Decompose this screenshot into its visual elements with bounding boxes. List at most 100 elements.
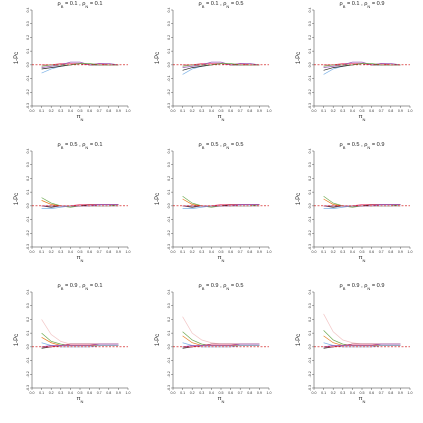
y-tick-label: -0.1 [26, 357, 30, 363]
x-tick-label: 0.3 [199, 391, 204, 395]
y-tick-label: 0.3 [26, 21, 30, 26]
y-tick-label: 0.2 [26, 176, 30, 181]
x-tick-label: 0.7 [97, 391, 102, 395]
y-tick-label: -0.3 [308, 385, 312, 391]
y-tick-label: 0.3 [308, 162, 312, 167]
x-tick-label: 0.2 [49, 250, 54, 254]
x-tick-label: 0.9 [398, 250, 403, 254]
x-axis-label: πN [218, 396, 225, 404]
y-tick-label: 0.0 [26, 203, 30, 208]
x-tick-label: 0.5 [219, 250, 224, 254]
x-tick-label: 0.3 [340, 250, 345, 254]
x-tick-label: 0.1 [321, 391, 326, 395]
y-tick-label: 0.1 [167, 49, 171, 54]
series-line [41, 61, 119, 68]
x-axis-label: πN [77, 114, 84, 122]
series-line [182, 61, 260, 68]
x-tick-label: 0.4 [68, 250, 73, 254]
y-tick-label: -0.3 [308, 244, 312, 250]
y-tick-label: 0.0 [167, 344, 171, 349]
panel: ρB = 0.1 , ρN = 0.1 -0.3 -0.2 -0.1 0.0 0.1 0.2… [14, 1, 131, 122]
x-tick-label: 0.9 [116, 109, 121, 113]
y-tick-label: -0.1 [26, 75, 30, 81]
x-tick-label: 0.4 [350, 109, 355, 113]
y-tick-label: -0.2 [308, 230, 312, 236]
y-tick-label: -0.3 [26, 385, 30, 391]
y-tick-label: 0.2 [308, 317, 312, 322]
y-tick-label: 0.0 [26, 344, 30, 349]
y-tick-label: 0.0 [308, 344, 312, 349]
x-axis-label: πN [218, 114, 225, 122]
x-tick-label: 0.3 [199, 109, 204, 113]
y-tick-label: -0.3 [26, 244, 30, 250]
x-axis-label: πN [77, 396, 84, 404]
x-tick-label: 0.3 [340, 109, 345, 113]
panel-title: ρB = 0.5 , ρN = 0.9 [340, 142, 385, 150]
x-tick-label: 0.6 [87, 391, 92, 395]
y-tick-label: -0.3 [167, 244, 171, 250]
x-tick-label: 0.5 [360, 109, 365, 113]
y-tick-label: 0.3 [26, 303, 30, 308]
series-line [323, 61, 401, 68]
x-axis-label: πN [77, 255, 84, 263]
y-tick-label: 0.3 [167, 21, 171, 26]
y-tick-label: 0.2 [167, 176, 171, 181]
panel: ρB = 0.5 , ρN = 0.1 -0.3 -0.2 -0.1 0.0 0.1 0.2… [14, 142, 131, 263]
y-axis-label: 1-Pc [14, 334, 20, 346]
y-tick-label: 0.1 [26, 49, 30, 54]
y-tick-label: -0.2 [167, 230, 171, 236]
y-axis-label: 1-Pc [296, 52, 302, 64]
y-axis-label: 1-Pc [155, 193, 161, 205]
y-tick-label: 0.1 [26, 331, 30, 336]
series-line [182, 343, 260, 348]
y-tick-label: 0.2 [308, 176, 312, 181]
x-tick-label: 0.2 [331, 391, 336, 395]
y-tick-label: -0.2 [26, 230, 30, 236]
x-tick-label: 0.9 [116, 250, 121, 254]
x-tick-label: 0.9 [398, 391, 403, 395]
y-tick-label: 0.2 [308, 35, 312, 40]
x-tick-label: 0.9 [257, 250, 262, 254]
panel: ρB = 0.9 , ρN = 0.9 -0.3 -0.2 -0.1 0.0 0.1 0.2… [296, 283, 413, 404]
panel: ρB = 0.5 , ρN = 0.9 -0.3 -0.2 -0.1 0.0 0.1 0.2… [296, 142, 413, 263]
x-tick-label: 0.3 [58, 391, 63, 395]
x-tick-label: 0.4 [68, 391, 73, 395]
y-tick-label: -0.3 [167, 385, 171, 391]
y-axis-label: 1-Pc [155, 52, 161, 64]
x-tick-label: 0.5 [219, 391, 224, 395]
x-tick-label: 0.3 [199, 250, 204, 254]
panel-title: ρB = 0.5 , ρN = 0.5 [199, 142, 244, 150]
y-tick-label: 0.4 [167, 149, 171, 154]
panel-title: ρB = 0.1 , ρN = 0.9 [340, 1, 385, 9]
panel-title: ρB = 0.1 , ρN = 0.1 [58, 1, 103, 9]
x-tick-label: 0.7 [379, 391, 384, 395]
series-line [41, 343, 119, 349]
y-tick-label: -0.1 [308, 75, 312, 81]
x-tick-label: 0.5 [78, 250, 83, 254]
x-tick-label: 0.2 [331, 250, 336, 254]
x-tick-label: 1.0 [126, 250, 131, 254]
x-tick-label: 0.4 [68, 109, 73, 113]
y-tick-label: -0.3 [167, 103, 171, 109]
x-tick-label: 0.8 [388, 391, 393, 395]
y-tick-label: 0.4 [308, 149, 312, 154]
x-tick-label: 0.0 [312, 109, 317, 113]
panel-title: ρB = 0.9 , ρN = 0.5 [199, 283, 244, 291]
y-tick-label: 0.1 [167, 190, 171, 195]
panel-title: ρB = 0.1 , ρN = 0.5 [199, 1, 244, 9]
x-axis-label: πN [218, 255, 225, 263]
y-tick-label: -0.2 [308, 371, 312, 377]
x-tick-label: 0.2 [49, 391, 54, 395]
x-tick-label: 0.4 [350, 391, 355, 395]
y-tick-label: 0.3 [167, 162, 171, 167]
x-tick-label: 0.3 [340, 391, 345, 395]
y-tick-label: -0.1 [26, 216, 30, 222]
y-tick-label: 0.4 [167, 8, 171, 13]
x-tick-label: 1.0 [408, 250, 413, 254]
series-line [323, 342, 401, 348]
y-tick-label: 0.3 [167, 303, 171, 308]
y-tick-label: -0.1 [167, 216, 171, 222]
x-tick-label: 0.5 [360, 391, 365, 395]
x-tick-label: 0.1 [39, 250, 44, 254]
